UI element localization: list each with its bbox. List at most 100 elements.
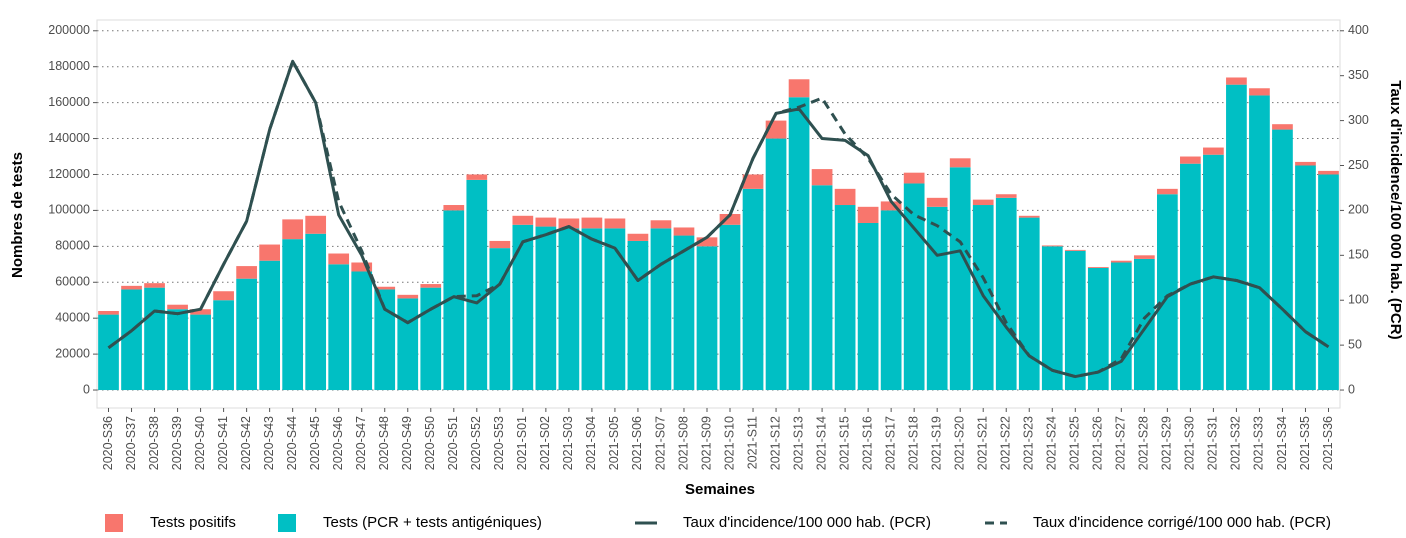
bar xyxy=(1203,154,1224,391)
y-tick-label: 40000 xyxy=(55,310,90,324)
legend-swatch xyxy=(278,514,296,532)
x-tick-label: 2021-S05 xyxy=(607,416,621,470)
bar xyxy=(719,224,741,391)
y-tick-label: 200000 xyxy=(48,23,90,37)
bar xyxy=(581,217,603,229)
bar xyxy=(558,218,580,229)
x-tick-label: 2021-S08 xyxy=(676,416,690,470)
bar xyxy=(903,183,925,391)
y-tick-label: 20000 xyxy=(55,346,90,360)
bar xyxy=(512,215,534,225)
bar xyxy=(857,222,879,391)
bar xyxy=(857,206,879,223)
x-tick-label: 2021-S20 xyxy=(952,416,966,470)
x-tick-label: 2020-S53 xyxy=(492,416,506,470)
x-tick-label: 2021-S15 xyxy=(837,416,851,470)
x-tick-label: 2020-S37 xyxy=(124,416,138,470)
x-tick-label: 2021-S25 xyxy=(1068,416,1082,470)
bar xyxy=(1272,124,1293,130)
bar xyxy=(397,298,419,391)
bar xyxy=(742,174,764,189)
bar xyxy=(121,285,142,290)
bar xyxy=(926,206,948,391)
bar xyxy=(213,300,234,391)
x-tick-label: 2020-S40 xyxy=(193,416,207,470)
x-tick-label: 2020-S44 xyxy=(285,416,299,470)
x-tick-label: 2020-S46 xyxy=(331,416,345,470)
x-tick-label: 2020-S39 xyxy=(170,416,184,470)
bar xyxy=(604,218,626,229)
bar xyxy=(190,309,211,315)
bar xyxy=(650,220,672,229)
bar xyxy=(949,158,971,168)
y2-tick-label: 150 xyxy=(1348,248,1369,262)
x-tick-label: 2021-S29 xyxy=(1160,416,1174,470)
bar xyxy=(1226,84,1247,391)
bar xyxy=(788,97,810,391)
x-tick-label: 2020-S52 xyxy=(469,416,483,470)
y-tick-label: 120000 xyxy=(48,167,90,181)
bar xyxy=(167,309,188,391)
bar xyxy=(1133,255,1155,259)
bar xyxy=(259,260,280,391)
bar xyxy=(926,197,948,207)
bar xyxy=(742,188,764,391)
bar xyxy=(673,227,695,236)
bar xyxy=(1180,156,1201,164)
bar xyxy=(1018,217,1040,391)
bar xyxy=(1157,194,1178,391)
bar xyxy=(949,167,971,391)
bar xyxy=(374,289,396,391)
bar xyxy=(121,289,142,391)
bar xyxy=(696,237,718,247)
bar xyxy=(466,179,488,391)
bar xyxy=(811,169,833,186)
bar xyxy=(374,286,396,290)
y2-tick-label: 100 xyxy=(1348,293,1369,307)
x-tick-label: 2021-S24 xyxy=(1045,416,1059,470)
x-tick-label: 2021-S16 xyxy=(860,416,874,470)
y2-tick-label: 0 xyxy=(1348,382,1355,396)
x-tick-label: 2021-S31 xyxy=(1206,416,1220,470)
x-tick-label: 2021-S17 xyxy=(883,416,897,470)
x-tick-label: 2021-S19 xyxy=(929,416,943,470)
bar xyxy=(420,287,442,391)
bar xyxy=(834,188,856,206)
bar xyxy=(995,194,1017,198)
y2-axis-title: Taux d'incidence/100 000 hab. (PCR) xyxy=(1387,80,1404,339)
x-tick-label: 2021-S36 xyxy=(1321,416,1335,470)
x-tick-label: 2021-S04 xyxy=(584,416,598,470)
bar xyxy=(903,172,925,184)
bar xyxy=(1203,147,1224,155)
bar xyxy=(236,278,257,391)
bar xyxy=(443,210,465,391)
bar xyxy=(1249,95,1270,391)
x-tick-label: 2021-S21 xyxy=(976,416,990,470)
bar xyxy=(328,264,350,391)
y2-tick-label: 350 xyxy=(1348,68,1369,82)
bar xyxy=(420,284,442,288)
x-tick-label: 2021-S26 xyxy=(1091,416,1105,470)
bar xyxy=(98,314,119,391)
bar xyxy=(558,228,580,391)
x-tick-label: 2020-S38 xyxy=(147,416,161,470)
x-tick-label: 2021-S09 xyxy=(699,416,713,470)
bar xyxy=(811,185,833,391)
bar xyxy=(213,291,234,301)
bar xyxy=(1041,246,1063,391)
y-tick-label: 160000 xyxy=(48,95,90,109)
x-axis-title: Semaines xyxy=(685,481,755,498)
legend-label: Taux d'incidence/100 000 hab. (PCR) xyxy=(683,514,931,531)
y2-tick-label: 300 xyxy=(1348,113,1369,127)
bar xyxy=(972,199,994,206)
x-tick-label: 2021-S32 xyxy=(1229,416,1243,470)
x-tick-label: 2021-S22 xyxy=(999,416,1013,470)
bar xyxy=(328,253,350,265)
bar xyxy=(512,224,534,391)
x-tick-label: 2020-S42 xyxy=(239,416,253,470)
bar xyxy=(1064,250,1086,391)
bar xyxy=(98,311,119,315)
x-tick-label: 2021-S13 xyxy=(791,416,805,470)
bar xyxy=(259,244,280,261)
bar xyxy=(397,294,419,299)
